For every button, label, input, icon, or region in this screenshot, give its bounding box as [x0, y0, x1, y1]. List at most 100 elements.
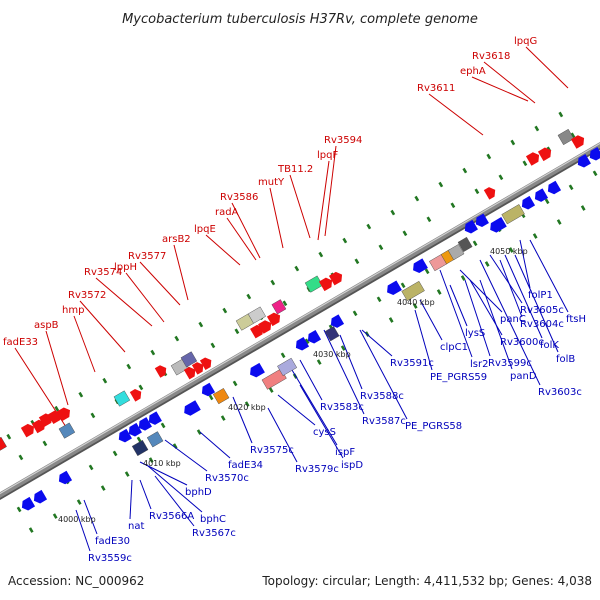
gene-label-bottom: bphD [185, 487, 212, 498]
gene-body [413, 258, 428, 273]
gene-block [58, 422, 76, 439]
grid-dot [522, 160, 528, 167]
grid-dot [484, 261, 490, 267]
grid-dot [534, 125, 540, 132]
gene-label-top: hmp [62, 305, 84, 316]
gene-arrow-reverse [577, 154, 591, 168]
gene-body [184, 400, 201, 416]
grid-dot [498, 174, 504, 181]
gene-block [0, 436, 7, 454]
grid-dot [580, 205, 586, 211]
grid-dot [390, 209, 396, 216]
gene-body [266, 312, 281, 327]
grid-dot [126, 363, 132, 370]
grid-dot [160, 422, 166, 429]
grid-dot [486, 153, 492, 160]
grid-dot [424, 268, 430, 275]
grid-dot [508, 247, 514, 253]
gene-body [31, 419, 45, 434]
gene-body [324, 326, 340, 342]
gene-label-bottom: Rv3604c [520, 319, 564, 330]
grid-dot [76, 499, 82, 505]
grid-dot [414, 195, 420, 202]
gene-body [330, 314, 345, 328]
gene-arrow-reverse [58, 470, 73, 485]
gene-body [521, 195, 536, 210]
grid-dot [532, 233, 538, 239]
leader-line-bottom [464, 279, 491, 357]
leader-line-bottom [339, 334, 363, 390]
grid-dot [510, 139, 516, 146]
gene-block [180, 351, 198, 368]
grid-dot [136, 436, 142, 443]
gene-label-bottom: Rv3559c [88, 553, 132, 564]
grid-dot [78, 391, 84, 398]
gene-arrow-reverse [21, 496, 36, 511]
gene-block [271, 299, 287, 315]
gene-body [277, 357, 298, 376]
grid-dot [246, 293, 252, 300]
grid-dot [148, 457, 154, 463]
gene-label-bottom: lysS [465, 328, 485, 339]
leader-line-top [226, 217, 257, 261]
gene-arrow-reverse [184, 400, 201, 416]
gene-body [146, 431, 164, 448]
gene-body [557, 128, 575, 146]
gene-label-bottom: folB [556, 354, 575, 365]
gene-body [58, 470, 73, 485]
gene-label-bottom: Rv3588c [360, 391, 404, 402]
gene-arrow-reverse [475, 213, 489, 228]
gene-label-bottom: fadE30 [95, 536, 130, 547]
gene-label-top: arsB2 [162, 234, 191, 245]
leader-line-top [125, 272, 165, 323]
gene-label-bottom: panC [500, 314, 526, 325]
gene-block [113, 390, 131, 407]
kbp-tick-label: 4040 kbp [397, 298, 435, 307]
gene-arrow-forward [266, 312, 281, 327]
grid-dot [558, 111, 564, 118]
gene-label-bottom: lsr2 [470, 359, 488, 370]
grid-dot [138, 384, 144, 391]
leader-line-top [205, 234, 241, 266]
gene-arrow-forward [258, 320, 272, 334]
gene-arrow-reverse [413, 258, 428, 273]
gene-body [534, 188, 549, 202]
grid-dot [282, 300, 288, 307]
grid-dot [318, 251, 324, 258]
gene-arrow-forward [525, 152, 540, 166]
leader-line-bottom [449, 284, 468, 327]
leader-line-bottom [164, 439, 208, 472]
gene-body [525, 152, 540, 166]
grid-dot [354, 258, 360, 265]
gene-label-bottom: panD [510, 371, 537, 382]
gene-arrow-reverse [250, 362, 265, 378]
gene-body [464, 219, 478, 234]
gene-body [250, 362, 265, 378]
leader-line-bottom [154, 475, 195, 527]
gene-body [56, 407, 70, 421]
grid-dot [460, 275, 466, 281]
gene-label-bottom: Rv3566A [149, 511, 194, 522]
leader-line-top [471, 76, 529, 102]
gene-body [183, 366, 196, 380]
gene-label-bottom: clpC1 [440, 342, 468, 353]
gene-body [304, 275, 323, 293]
grid-dot [438, 181, 444, 188]
gene-arrow-forward [31, 419, 45, 434]
grid-dot [208, 394, 214, 401]
gene-label-top: Rv3594 [324, 135, 362, 146]
gene-body [501, 204, 525, 225]
gene-body [154, 365, 167, 378]
gene-label-top: lpqF [317, 150, 338, 161]
leader-line-bottom [291, 369, 338, 446]
grid-dot [42, 440, 48, 447]
gene-label-bottom: Rv3587c [362, 416, 406, 427]
gene-block [447, 244, 465, 261]
gene-arrow-reverse [138, 417, 152, 431]
gene-body [113, 390, 131, 407]
gene-arrow-reverse [128, 422, 142, 437]
grid-dot [450, 202, 456, 209]
gene-label-bottom: ftsH [566, 314, 586, 325]
gene-body [128, 422, 142, 437]
